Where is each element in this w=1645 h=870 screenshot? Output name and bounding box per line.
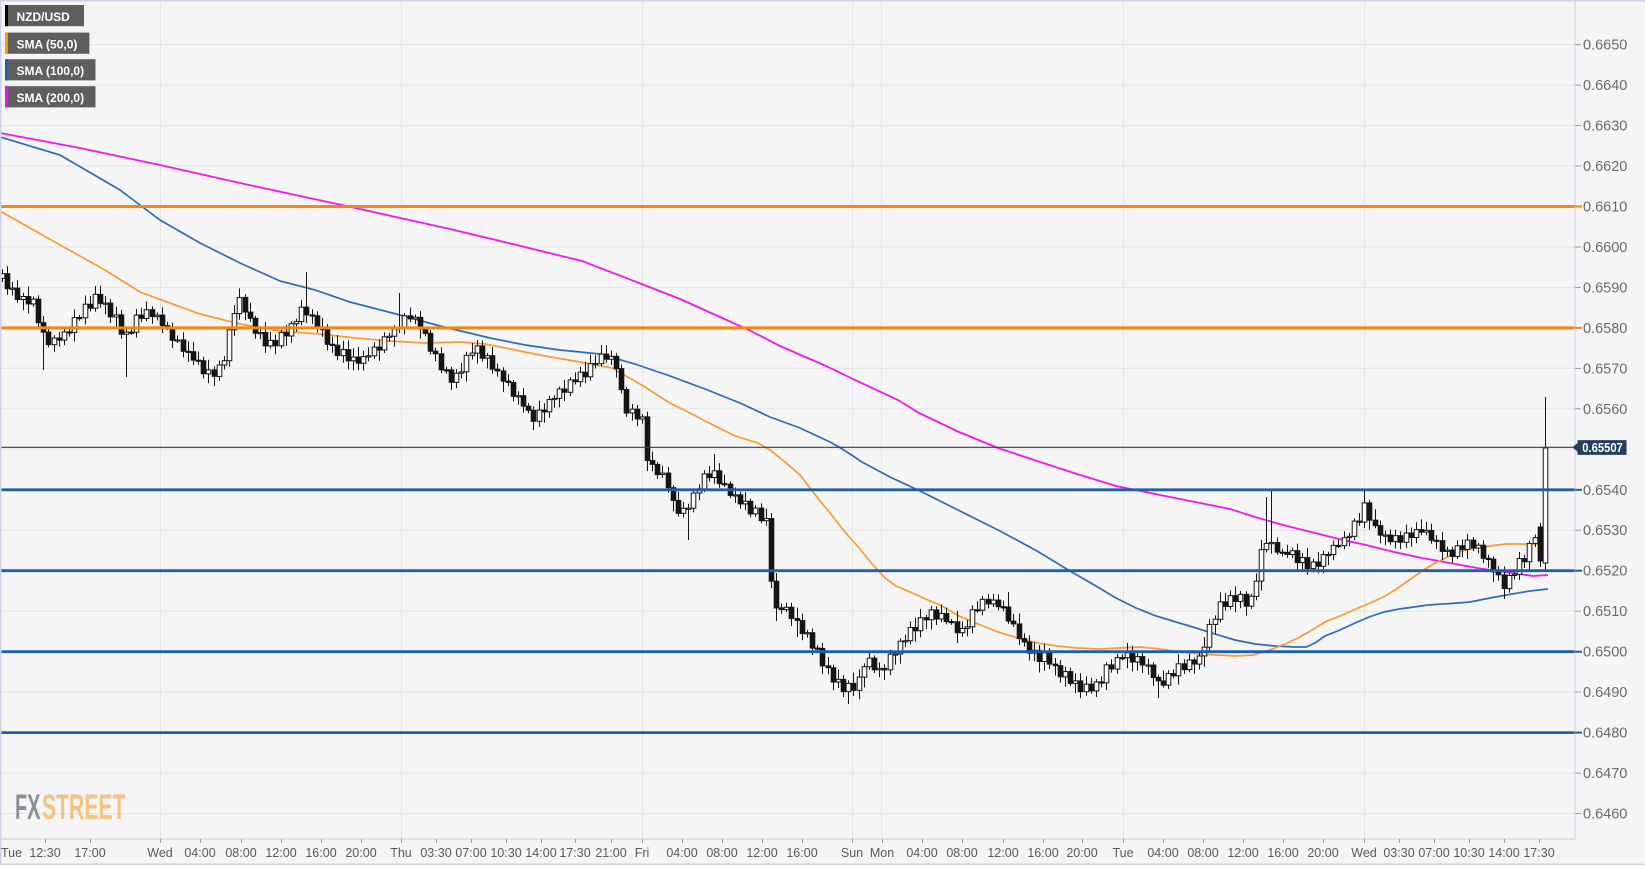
svg-text:08:00: 08:00 [946,846,977,860]
svg-text:0.6590: 0.6590 [1583,280,1627,296]
svg-text:NZD/USD: NZD/USD [17,10,71,24]
svg-text:20:00: 20:00 [1307,846,1338,860]
svg-text:10:30: 10:30 [1453,846,1484,860]
svg-text:17:00: 17:00 [74,846,105,860]
svg-text:12:00: 12:00 [746,846,777,860]
svg-text:03:30: 03:30 [420,846,451,860]
svg-text:04:00: 04:00 [184,846,215,860]
svg-text:17:30: 17:30 [1523,846,1554,860]
svg-text:08:00: 08:00 [1187,846,1218,860]
svg-text:0.6500: 0.6500 [1583,645,1627,661]
svg-text:STREET: STREET [42,788,126,827]
svg-text:Wed: Wed [1351,846,1377,860]
svg-text:0.6530: 0.6530 [1583,523,1627,539]
svg-text:12:30: 12:30 [29,846,60,860]
svg-text:16:00: 16:00 [1027,846,1058,860]
svg-text:0.6540: 0.6540 [1583,483,1627,499]
svg-text:0.6490: 0.6490 [1583,685,1627,701]
svg-text:0.6580: 0.6580 [1583,321,1627,337]
svg-text:08:00: 08:00 [706,846,737,860]
svg-text:04:00: 04:00 [1147,846,1178,860]
svg-text:0.65507: 0.65507 [1582,440,1623,455]
svg-text:07:00: 07:00 [1418,846,1449,860]
svg-text:16:00: 16:00 [1267,846,1298,860]
svg-text:0.6520: 0.6520 [1583,564,1627,580]
svg-text:0.6630: 0.6630 [1583,119,1627,135]
svg-text:0.6510: 0.6510 [1583,604,1627,620]
svg-text:Sun: Sun [841,846,863,860]
svg-text:14:00: 14:00 [525,846,556,860]
svg-text:0.6640: 0.6640 [1583,78,1627,94]
svg-text:12:00: 12:00 [1227,846,1258,860]
svg-text:0.6610: 0.6610 [1583,200,1627,216]
svg-text:10:30: 10:30 [490,846,521,860]
svg-text:Wed: Wed [147,846,173,860]
svg-text:17:30: 17:30 [559,846,590,860]
svg-text:0.6480: 0.6480 [1583,726,1627,742]
svg-text:0.6620: 0.6620 [1583,159,1627,175]
svg-text:0.6460: 0.6460 [1583,807,1627,823]
svg-text:04:00: 04:00 [906,846,937,860]
svg-text:Tue: Tue [1112,846,1133,860]
svg-text:SMA (200,0): SMA (200,0) [17,91,85,105]
svg-text:0.6470: 0.6470 [1583,766,1627,782]
svg-text:12:00: 12:00 [265,846,296,860]
svg-text:08:00: 08:00 [225,846,256,860]
svg-text:SMA (100,0): SMA (100,0) [17,64,85,78]
svg-text:0.6650: 0.6650 [1583,38,1627,54]
svg-text:Tue: Tue [1,846,22,860]
svg-text:04:00: 04:00 [666,846,697,860]
svg-text:16:00: 16:00 [305,846,336,860]
svg-text:16:00: 16:00 [786,846,817,860]
svg-text:0.6570: 0.6570 [1583,361,1627,377]
svg-text:07:00: 07:00 [455,846,486,860]
svg-text:Mon: Mon [870,846,894,860]
svg-text:21:00: 21:00 [595,846,626,860]
svg-text:Thu: Thu [390,846,412,860]
svg-text:SMA (50,0): SMA (50,0) [17,37,78,51]
svg-text:FX: FX [15,788,41,827]
svg-text:12:00: 12:00 [987,846,1018,860]
svg-text:Fri: Fri [635,846,650,860]
svg-text:20:00: 20:00 [1066,846,1097,860]
svg-text:03:30: 03:30 [1383,846,1414,860]
svg-text:0.6600: 0.6600 [1583,240,1627,256]
svg-text:14:00: 14:00 [1488,846,1519,860]
svg-text:0.6560: 0.6560 [1583,402,1627,418]
svg-text:20:00: 20:00 [345,846,376,860]
